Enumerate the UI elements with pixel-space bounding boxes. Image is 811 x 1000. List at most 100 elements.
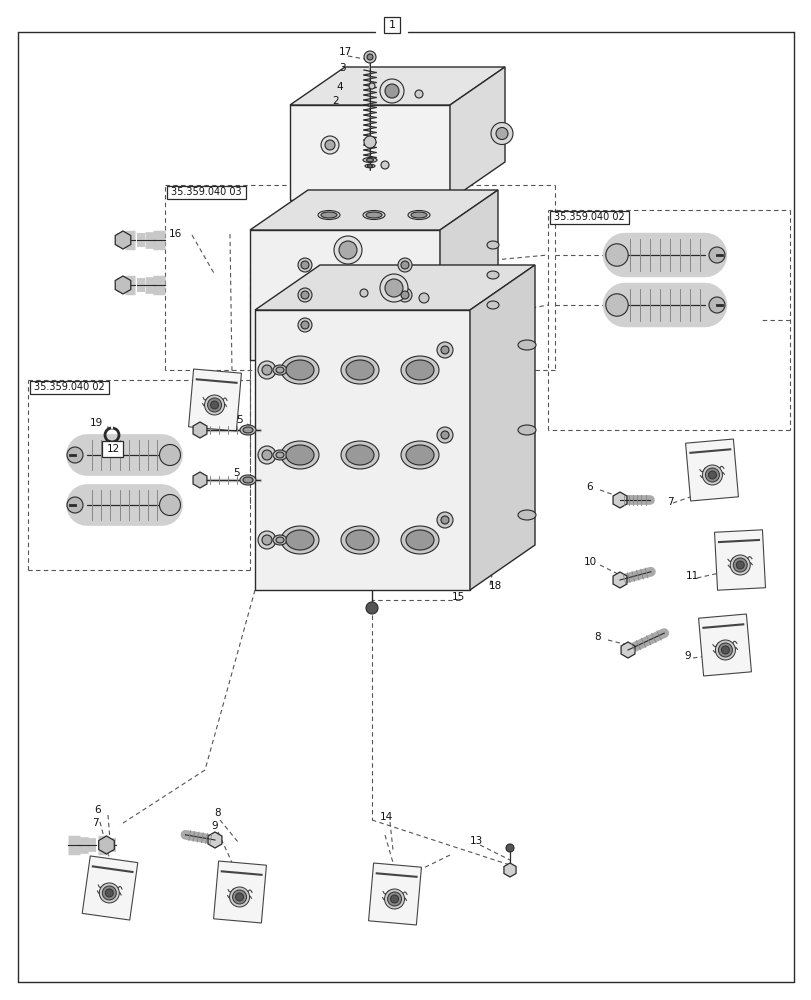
Ellipse shape — [240, 475, 255, 485]
Circle shape — [436, 342, 453, 358]
Ellipse shape — [487, 241, 499, 249]
Circle shape — [367, 54, 372, 60]
Text: 18: 18 — [487, 581, 501, 591]
Ellipse shape — [242, 427, 253, 433]
Circle shape — [384, 84, 398, 98]
Circle shape — [366, 602, 378, 614]
Circle shape — [440, 431, 448, 439]
Ellipse shape — [517, 510, 535, 520]
Polygon shape — [470, 265, 534, 590]
Ellipse shape — [272, 535, 286, 545]
Circle shape — [605, 294, 628, 316]
Circle shape — [702, 465, 722, 485]
Text: 17: 17 — [338, 47, 351, 57]
Circle shape — [210, 401, 218, 409]
Bar — [102, 441, 123, 457]
Ellipse shape — [517, 340, 535, 350]
Ellipse shape — [406, 445, 433, 465]
Bar — [549, 211, 629, 224]
Polygon shape — [82, 856, 138, 920]
Ellipse shape — [363, 211, 384, 220]
Circle shape — [298, 288, 311, 302]
Ellipse shape — [341, 356, 379, 384]
Ellipse shape — [285, 530, 314, 550]
Circle shape — [324, 140, 335, 150]
Circle shape — [368, 83, 375, 89]
Circle shape — [714, 640, 735, 660]
Ellipse shape — [487, 301, 499, 309]
Text: 35.359.040 03: 35.359.040 03 — [171, 187, 242, 197]
Ellipse shape — [285, 360, 314, 380]
Polygon shape — [368, 863, 421, 925]
Ellipse shape — [276, 452, 284, 458]
Ellipse shape — [281, 526, 319, 554]
Polygon shape — [193, 422, 207, 438]
Circle shape — [232, 890, 247, 904]
Polygon shape — [290, 67, 504, 105]
Ellipse shape — [401, 526, 439, 554]
Circle shape — [258, 361, 276, 379]
Ellipse shape — [487, 271, 499, 279]
Polygon shape — [193, 472, 207, 488]
Polygon shape — [697, 614, 750, 676]
Circle shape — [708, 297, 724, 313]
Circle shape — [67, 447, 83, 463]
Polygon shape — [250, 190, 497, 230]
Circle shape — [397, 288, 411, 302]
Ellipse shape — [406, 360, 433, 380]
Circle shape — [159, 444, 180, 466]
Polygon shape — [255, 310, 470, 590]
Text: 9: 9 — [684, 651, 690, 661]
Polygon shape — [213, 861, 266, 923]
Polygon shape — [620, 642, 634, 658]
Circle shape — [380, 161, 388, 169]
Circle shape — [102, 886, 116, 900]
Text: 11: 11 — [684, 571, 697, 581]
Text: 12: 12 — [106, 444, 119, 454]
Circle shape — [384, 889, 404, 909]
Circle shape — [363, 51, 375, 63]
Circle shape — [298, 318, 311, 332]
Circle shape — [708, 247, 724, 263]
Circle shape — [707, 471, 715, 479]
Ellipse shape — [281, 356, 319, 384]
Circle shape — [230, 887, 249, 907]
Ellipse shape — [281, 441, 319, 469]
Circle shape — [380, 79, 404, 103]
Circle shape — [729, 555, 749, 575]
Text: 1: 1 — [388, 20, 395, 30]
Text: 13: 13 — [469, 836, 482, 846]
Ellipse shape — [276, 367, 284, 373]
Text: 35.359.040 02: 35.359.040 02 — [34, 382, 105, 392]
Text: 5: 5 — [236, 415, 243, 425]
Circle shape — [359, 289, 367, 297]
Ellipse shape — [345, 445, 374, 465]
Ellipse shape — [318, 211, 340, 220]
Circle shape — [208, 398, 221, 412]
Text: 19: 19 — [89, 418, 102, 428]
Circle shape — [235, 893, 243, 901]
Circle shape — [159, 494, 180, 516]
Circle shape — [491, 122, 513, 145]
Circle shape — [414, 90, 423, 98]
Polygon shape — [449, 67, 504, 200]
Text: 9: 9 — [212, 821, 218, 831]
Polygon shape — [714, 530, 765, 590]
Ellipse shape — [272, 365, 286, 375]
Bar — [30, 380, 109, 393]
Circle shape — [732, 558, 746, 572]
Circle shape — [338, 241, 357, 259]
Text: 4: 4 — [337, 82, 343, 92]
Polygon shape — [255, 265, 534, 310]
Polygon shape — [684, 439, 737, 501]
Circle shape — [718, 643, 732, 657]
Ellipse shape — [242, 477, 253, 483]
Circle shape — [418, 293, 428, 303]
Circle shape — [384, 279, 402, 297]
Circle shape — [436, 427, 453, 443]
Text: 14: 14 — [379, 812, 393, 822]
Circle shape — [320, 136, 338, 154]
Circle shape — [390, 895, 398, 903]
Ellipse shape — [365, 164, 375, 168]
Text: 8: 8 — [214, 808, 221, 818]
